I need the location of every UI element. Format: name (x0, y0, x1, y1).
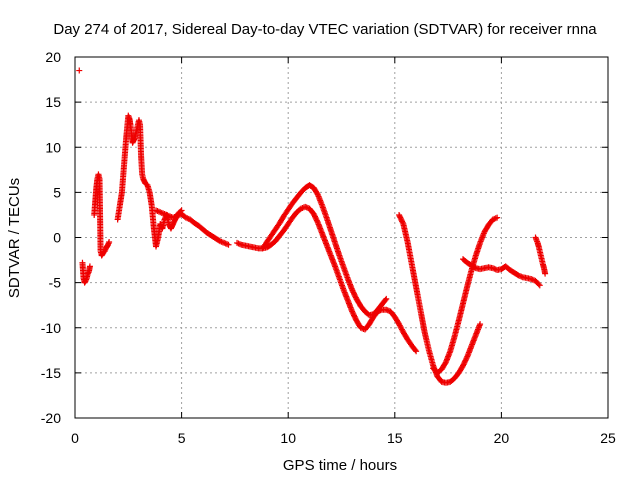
data-point (412, 347, 419, 354)
data-point (225, 241, 232, 248)
data-point (86, 263, 93, 270)
data-point (76, 67, 83, 74)
series-s2 (79, 259, 93, 286)
y-tick-label: 5 (53, 184, 61, 200)
series-s3 (91, 171, 113, 259)
x-tick-label: 5 (178, 430, 186, 446)
data-point (463, 354, 470, 361)
series-s4 (114, 112, 185, 250)
x-axis-label: GPS time / hours (283, 457, 397, 474)
series-s7 (259, 182, 390, 319)
y-tick-label: 0 (53, 230, 61, 246)
y-tick-label: -20 (41, 410, 61, 426)
series-s6 (234, 203, 420, 355)
series-s11 (532, 234, 549, 277)
data-point (477, 321, 484, 328)
y-tick-label: 20 (45, 49, 61, 65)
tick-labels: 0 5 10 15 20 25 -20 -15 -10 -5 0 5 10 15 20 (41, 49, 616, 446)
x-tick-label: 25 (600, 430, 616, 446)
series-s10 (460, 256, 543, 289)
series-s9 (430, 214, 501, 376)
tick-marks (74, 56, 609, 419)
data-point (383, 295, 390, 302)
series-s5 (153, 207, 232, 248)
x-tick-label: 20 (494, 430, 510, 446)
data-point (413, 348, 420, 355)
y-tick-label: -15 (41, 365, 61, 381)
x-tick-label: 10 (280, 430, 296, 446)
chart-title: Day 274 of 2017, Sidereal Day-to-day VTE… (53, 21, 597, 38)
data-point (399, 219, 406, 226)
y-tick-label: 10 (45, 139, 61, 155)
y-tick-label: -5 (49, 275, 62, 291)
data-point (314, 218, 321, 225)
data-point (536, 282, 543, 289)
data-point (494, 214, 501, 221)
series-s8 (396, 211, 484, 386)
series-s1 (76, 67, 83, 74)
x-tick-label: 0 (71, 430, 79, 446)
y-axis-label: SDTVAR / TECUs (6, 178, 23, 298)
data-point (382, 296, 389, 303)
data-points (76, 67, 549, 386)
data-point (106, 239, 113, 246)
y-tick-label: 15 (45, 94, 61, 110)
y-tick-label: -10 (41, 320, 61, 336)
data-point (535, 281, 542, 288)
x-tick-label: 15 (387, 430, 403, 446)
data-point (542, 270, 549, 277)
